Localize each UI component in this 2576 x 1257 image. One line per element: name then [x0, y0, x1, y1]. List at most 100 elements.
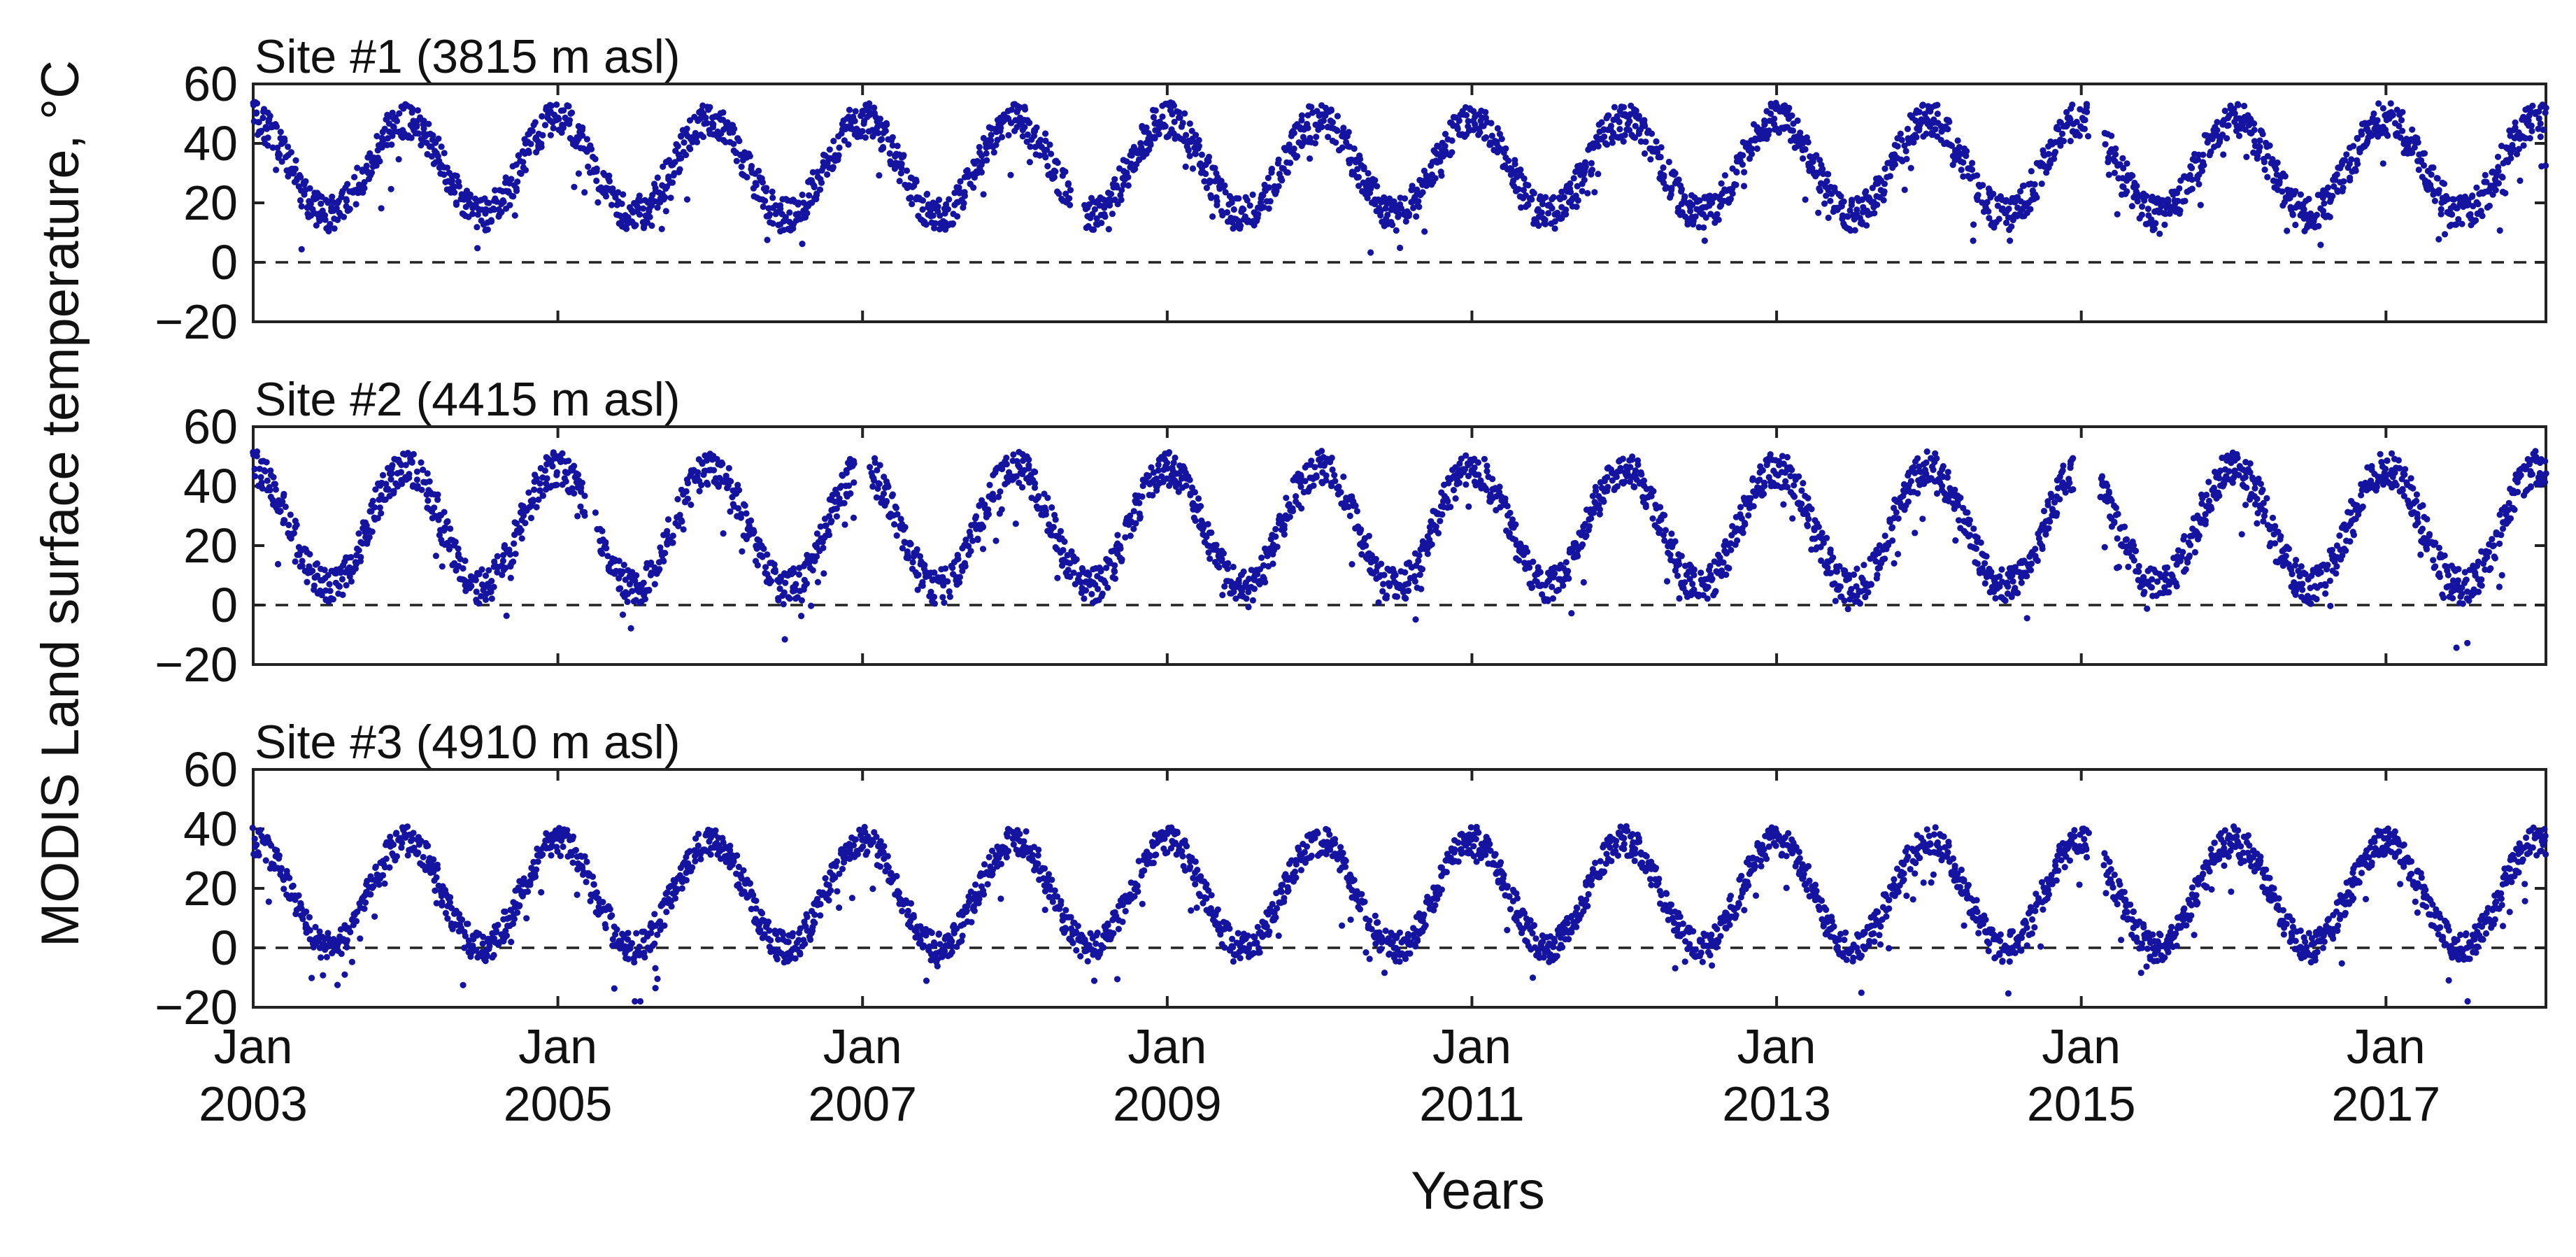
data-point [1660, 179, 1667, 186]
data-point [2112, 151, 2119, 158]
data-point [428, 153, 436, 160]
data-point [2537, 120, 2544, 127]
data-point [1948, 142, 1955, 149]
data-point [518, 527, 525, 534]
data-point [2292, 221, 2299, 229]
data-point [1237, 222, 1244, 229]
data-point [1418, 566, 1426, 573]
data-point [1823, 178, 1830, 185]
data-point [1627, 464, 1634, 471]
data-point [651, 581, 658, 588]
data-point [1442, 131, 1449, 138]
data-point [743, 510, 750, 517]
data-point [408, 106, 416, 113]
data-point [1176, 114, 1183, 121]
data-point [1249, 191, 1256, 198]
data-point [1311, 140, 1318, 147]
data-point [494, 553, 501, 560]
data-point [2123, 188, 2130, 195]
data-point [581, 189, 588, 196]
data-point [1093, 220, 1100, 227]
data-point [506, 201, 513, 208]
data-point [514, 178, 521, 185]
data-point [1111, 562, 1118, 569]
data-point [2152, 220, 2159, 227]
data-point [624, 598, 631, 606]
data-point [1334, 113, 1341, 120]
data-point [1515, 185, 1522, 193]
data-point [2055, 126, 2062, 133]
data-point [553, 471, 560, 478]
data-point [379, 471, 387, 479]
data-point [1463, 112, 1470, 119]
data-point [1819, 166, 1826, 173]
data-point [1181, 110, 1188, 117]
data-point [859, 128, 866, 135]
data-point [972, 513, 980, 520]
data-point [1111, 575, 1118, 582]
data-point [539, 492, 546, 499]
data-point [1275, 156, 1282, 163]
data-point [710, 467, 718, 474]
data-point [2284, 227, 2291, 234]
data-point [1934, 101, 1941, 108]
data-point [1019, 133, 1026, 140]
data-point [1636, 127, 1643, 134]
data-point [1582, 163, 1589, 170]
data-point [643, 219, 651, 226]
data-point [1334, 127, 1341, 134]
data-point [1642, 502, 1649, 509]
data-point [1800, 155, 1807, 162]
data-point [997, 127, 1004, 134]
data-point [851, 460, 858, 467]
data-point [1197, 503, 1204, 510]
data-point [1919, 101, 1926, 108]
data-point [366, 534, 373, 541]
data-point [777, 206, 784, 213]
data-point [2499, 174, 2506, 181]
data-point [916, 553, 924, 560]
data-point [2165, 199, 2172, 206]
data-point [2225, 122, 2232, 129]
data-point [2266, 142, 2273, 149]
data-point [889, 134, 896, 141]
data-point [482, 210, 489, 217]
data-point [1709, 576, 1716, 583]
data-point [1932, 126, 1939, 133]
data-point [2073, 118, 2080, 125]
data-point [1088, 590, 1095, 598]
data-point [2259, 131, 2266, 138]
data-point [2540, 126, 2547, 134]
data-point [441, 171, 448, 178]
data-point [429, 132, 436, 139]
data-point [2241, 102, 2248, 110]
data-point [780, 601, 787, 608]
data-point [522, 166, 529, 173]
data-point [1354, 166, 1361, 173]
data-point [795, 211, 802, 218]
data-point [1230, 206, 1237, 213]
data-point [988, 137, 995, 144]
data-point [277, 129, 284, 136]
data-point [1528, 196, 1535, 203]
data-point [1481, 455, 1488, 462]
data-point [826, 146, 833, 153]
data-point [424, 470, 431, 477]
data-point [2517, 177, 2524, 184]
data-point [1802, 196, 1809, 203]
data-point [1042, 130, 1049, 137]
data-point [640, 579, 647, 586]
data-point [706, 104, 713, 111]
data-point [1926, 123, 1933, 130]
data-point [1313, 474, 1320, 481]
data-point [754, 562, 761, 569]
data-point [1402, 569, 1409, 576]
data-point [1290, 145, 1297, 152]
data-point [654, 174, 661, 181]
data-point [923, 221, 930, 228]
data-point [2207, 149, 2214, 156]
data-point [654, 204, 661, 211]
data-point [967, 548, 974, 555]
data-point [1846, 207, 1853, 214]
data-point [2057, 142, 2064, 149]
